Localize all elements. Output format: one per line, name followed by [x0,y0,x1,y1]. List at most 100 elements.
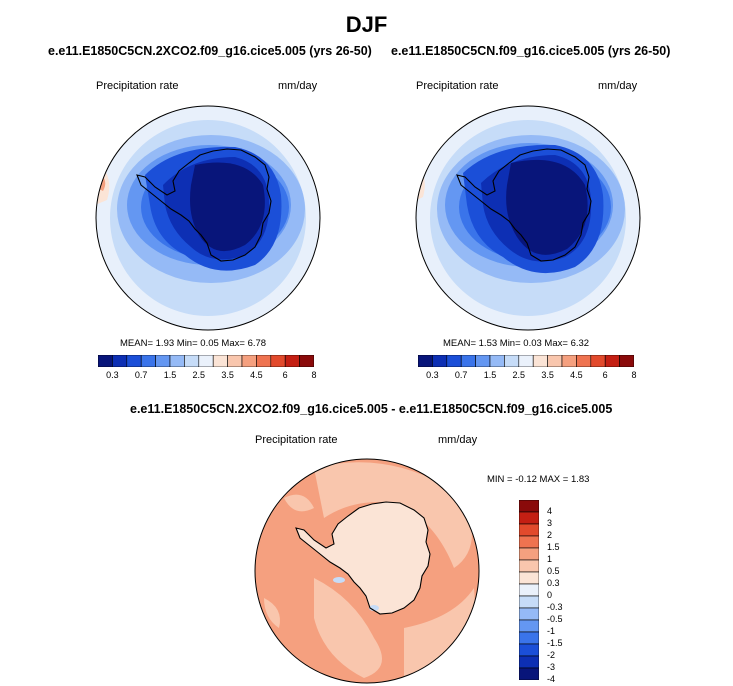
colorbar-tick-label: 0.3 [547,578,560,588]
colorbar-tick-label: 0 [547,590,553,600]
colorbar-swatch [299,355,314,367]
colorbar-swatch [270,355,286,367]
colorbar-swatch [518,355,534,367]
colorbar-swatch [619,355,634,367]
colorbar-swatch [519,607,539,621]
panel2-stats: MEAN= 1.53 Min= 0.03 Max= 6.32 [443,338,589,349]
colorbar-swatch [519,547,539,561]
colorbar-swatch [140,355,156,367]
diff-variable-label: Precipitation rate [255,434,338,446]
colorbar-tick-label: 6 [282,370,288,380]
panel2-units-label: mm/day [598,80,638,92]
colorbar-tick-label: 0.7 [134,370,148,380]
colorbar-swatch [227,355,243,367]
colorbar-tick-label: -0.3 [547,602,563,612]
colorbar-swatch [504,355,520,367]
colorbar-swatch [519,643,539,657]
colorbar-tick-label: 2.5 [192,370,206,380]
colorbar-tick-label: 3.5 [541,370,554,380]
panel2-mean-value: 1.53 [478,338,498,349]
colorbar-swatch [256,355,272,367]
colorbar-swatch [519,619,539,633]
colorbar-tick-label: -1 [547,626,556,636]
colorbar-tick-label: 3 [547,518,553,528]
colorbar-tick-label: 8 [311,370,317,380]
diff-map [254,458,480,684]
diff-units-label: mm/day [438,434,478,446]
panel1-mean-label: MEAN= [120,338,153,349]
colorbar-swatch [126,355,142,367]
colorbar-swatch [519,559,539,573]
colorbar-swatch [432,355,448,367]
colorbar-tick-label: 0.5 [547,566,560,576]
colorbar-swatch [519,583,539,597]
panel1-variable-label: Precipitation rate [96,80,179,92]
colorbar-swatch [519,595,539,609]
colorbar-swatch [169,355,185,367]
panel2-map [415,105,641,331]
panel1-colorbar [98,355,314,367]
diff-colorbar [519,500,539,680]
colorbar-swatch [184,355,200,367]
panel2-mean-label: MEAN= [443,338,476,349]
colorbar-swatch [112,355,128,367]
colorbar-tick-label: -0.5 [547,614,563,624]
colorbar-tick-label: 0.3 [426,370,439,380]
colorbar-tick-label: 8 [631,370,637,380]
colorbar-tick-label: 4 [547,506,553,516]
colorbar-tick-label: 0.7 [454,370,468,380]
colorbar-swatch [489,355,505,367]
colorbar-swatch [155,355,171,367]
colorbar-swatch [519,631,539,645]
colorbar-tick-label: -4 [547,674,556,684]
colorbar-tick-label: 4.5 [570,370,583,380]
panel1-stats: MEAN= 1.93 Min= 0.05 Max= 6.78 [120,338,266,349]
panel2-variable-label: Precipitation rate [416,80,499,92]
panel2-min-value: 0.03 [523,338,542,349]
colorbar-swatch [532,355,548,367]
colorbar-swatch [604,355,620,367]
diff-min-value: -0.12 [515,474,537,485]
colorbar-swatch [418,355,433,367]
colorbar-swatch [460,355,476,367]
diff-max-label: MAX = [539,474,569,485]
colorbar-swatch [212,355,228,367]
colorbar-tick-label: 3.5 [221,370,234,380]
panel1-max-label: Max= [221,338,245,349]
panel2-title: e.e11.E1850C5CN.f09_g16.cice5.005 (yrs 2… [391,44,671,58]
colorbar-tick-label: 1.5 [547,542,560,552]
colorbar-swatch [519,500,539,513]
colorbar-swatch [519,655,539,669]
colorbar-tick-label: 0.3 [106,370,119,380]
diff-max-value: 1.83 [570,474,590,485]
colorbar-tick-label: -3 [547,662,556,672]
colorbar-swatch [519,571,539,585]
panel1-min-value: 0.05 [200,338,219,349]
colorbar-swatch [590,355,606,367]
colorbar-tick-label: 1 [547,554,553,564]
colorbar-swatch [98,355,113,367]
panel1-units-label: mm/day [278,80,318,92]
panel2-min-label: Min= [499,338,521,349]
panel1-min-label: Min= [176,338,198,349]
diff-stats: MIN = -0.12 MAX = 1.83 [487,474,589,485]
colorbar-tick-label: 4.5 [250,370,263,380]
panel1-map [95,105,321,331]
colorbar-swatch [519,523,539,537]
panel1-mean-value: 1.93 [155,338,175,349]
colorbar-swatch [475,355,491,367]
colorbar-tick-label: 1.5 [483,370,497,380]
panel2-colorbar [418,355,634,367]
diff-title: e.e11.E1850C5CN.2XCO2.f09_g16.cice5.005 … [130,402,613,416]
page-title: DJF [345,12,388,37]
colorbar-swatch [241,355,257,367]
colorbar-swatch [519,511,539,525]
colorbar-swatch [519,667,539,680]
colorbar-swatch [198,355,214,367]
diff-min-label: MIN = [487,474,513,485]
colorbar-swatch [547,355,563,367]
colorbar-tick-label: 6 [602,370,608,380]
colorbar-tick-label: -1.5 [547,638,563,648]
panel1-title: e.e11.E1850C5CN.2XCO2.f09_g16.cice5.005 … [48,44,372,58]
colorbar-tick-label: 2 [547,530,553,540]
